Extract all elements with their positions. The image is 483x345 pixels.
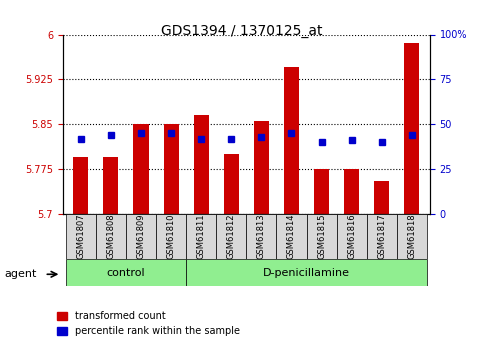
Text: GSM61812: GSM61812 (227, 214, 236, 259)
Text: agent: agent (5, 269, 37, 279)
Bar (404, 43, 419, 214)
Bar (66, 259, 186, 286)
Text: GSM61818: GSM61818 (407, 214, 416, 259)
Text: GSM61813: GSM61813 (257, 214, 266, 259)
Text: GSM61809: GSM61809 (137, 214, 145, 259)
Bar (254, 121, 269, 214)
Text: GSM61814: GSM61814 (287, 214, 296, 259)
Text: GSM61816: GSM61816 (347, 214, 356, 259)
Text: control: control (107, 268, 145, 277)
Bar (216, 214, 246, 259)
Bar (276, 214, 307, 259)
Bar (96, 214, 126, 259)
Legend: transformed count, percentile rank within the sample: transformed count, percentile rank withi… (53, 307, 243, 340)
Bar (367, 214, 397, 259)
Bar (344, 169, 359, 214)
Bar (186, 259, 427, 286)
Bar (374, 181, 389, 214)
Bar (224, 154, 239, 214)
Text: GSM61815: GSM61815 (317, 214, 326, 259)
Bar (186, 214, 216, 259)
Bar (164, 124, 179, 214)
Bar (126, 214, 156, 259)
Text: D-penicillamine: D-penicillamine (263, 268, 350, 277)
Text: GSM61817: GSM61817 (377, 214, 386, 259)
Text: GSM61811: GSM61811 (197, 214, 206, 259)
Bar (307, 214, 337, 259)
Bar (73, 157, 88, 214)
Bar (133, 124, 149, 214)
Bar (103, 157, 118, 214)
Bar (397, 214, 427, 259)
Bar (194, 115, 209, 214)
Bar (66, 214, 96, 259)
Text: GDS1394 / 1370125_at: GDS1394 / 1370125_at (161, 24, 322, 38)
Bar (246, 214, 276, 259)
Text: GSM61808: GSM61808 (106, 214, 115, 259)
Bar (337, 214, 367, 259)
Text: GSM61810: GSM61810 (167, 214, 176, 259)
Bar (284, 67, 299, 214)
Bar (156, 214, 186, 259)
Bar (314, 169, 329, 214)
Text: GSM61807: GSM61807 (76, 214, 85, 259)
